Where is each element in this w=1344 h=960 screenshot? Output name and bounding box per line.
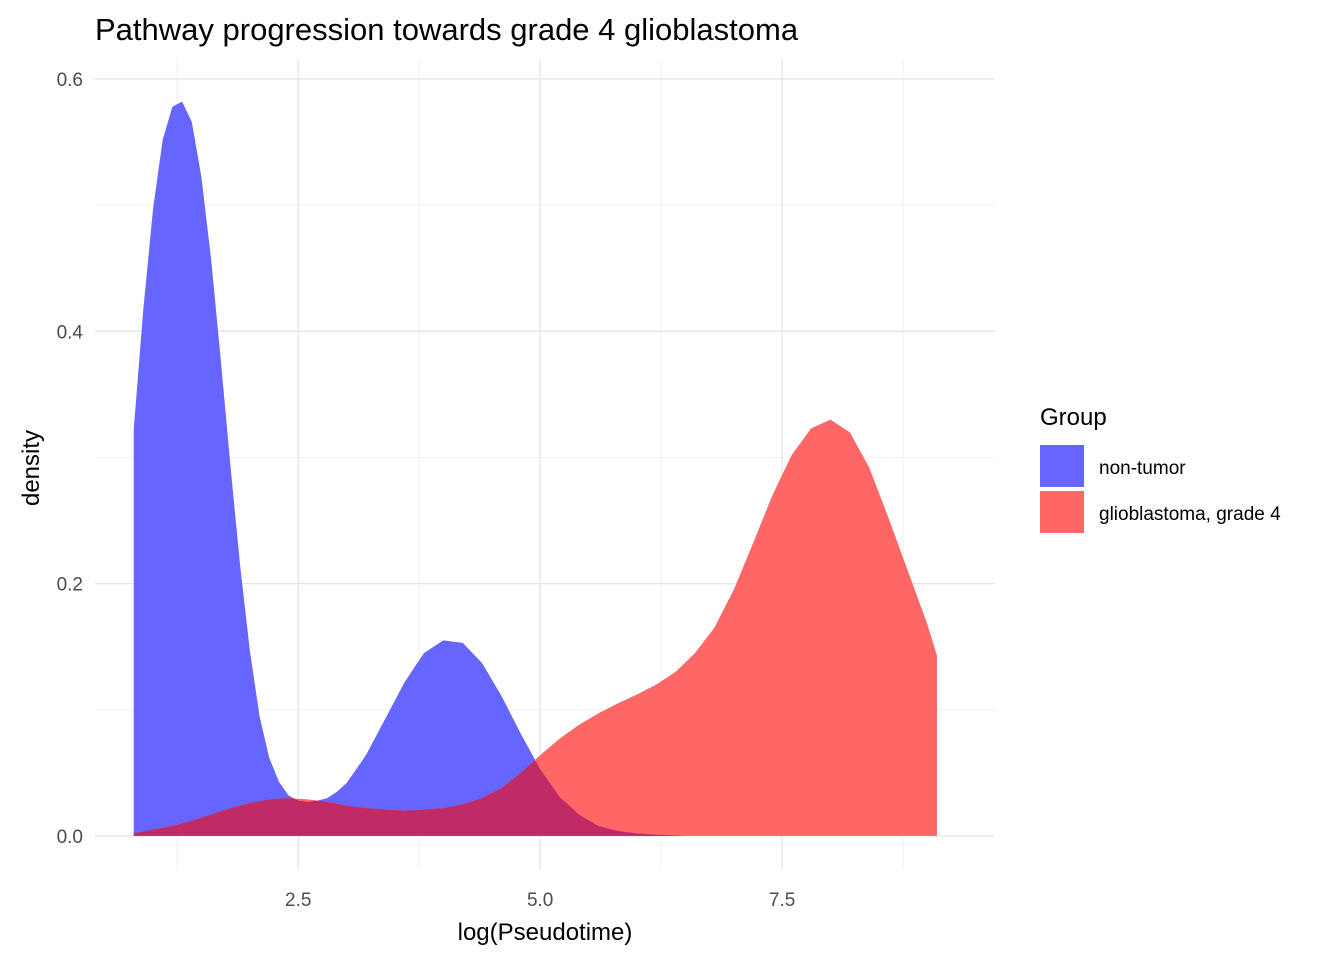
legend-label-non-tumor: non-tumor (1099, 458, 1186, 479)
x-tick-label: 5.0 (527, 890, 553, 911)
y-tick-label: 0.4 (57, 322, 84, 343)
legend-title: Group (1040, 404, 1107, 431)
density-area-non-tumor (133, 101, 937, 836)
x-tick-label: 7.5 (769, 890, 795, 911)
legend-label-glioblastoma: glioblastoma, grade 4 (1099, 504, 1281, 525)
y-tick-label: 0.0 (57, 827, 83, 848)
legend-swatch-non-tumor (1040, 445, 1084, 487)
y-tick-label: 0.2 (57, 575, 83, 596)
y-axis-title: density (18, 430, 45, 506)
x-tick-label: 2.5 (285, 890, 311, 911)
y-tick-label: 0.6 (57, 70, 83, 91)
legend: Group non-tumor glioblastoma, grade 4 (1040, 404, 1281, 533)
chart-title: Pathway progression towards grade 4 glio… (95, 12, 799, 47)
y-axis-tick-labels: 0.0 0.2 0.4 0.6 (57, 70, 84, 848)
density-area-glioblastoma-grade-4 (133, 419, 937, 836)
density-areas (133, 101, 937, 836)
x-axis-title: log(Pseudotime) (458, 919, 633, 946)
density-overlap-area (133, 760, 937, 836)
x-axis-tick-labels: 2.5 5.0 7.5 (285, 890, 795, 911)
legend-swatch-glioblastoma (1040, 491, 1084, 533)
